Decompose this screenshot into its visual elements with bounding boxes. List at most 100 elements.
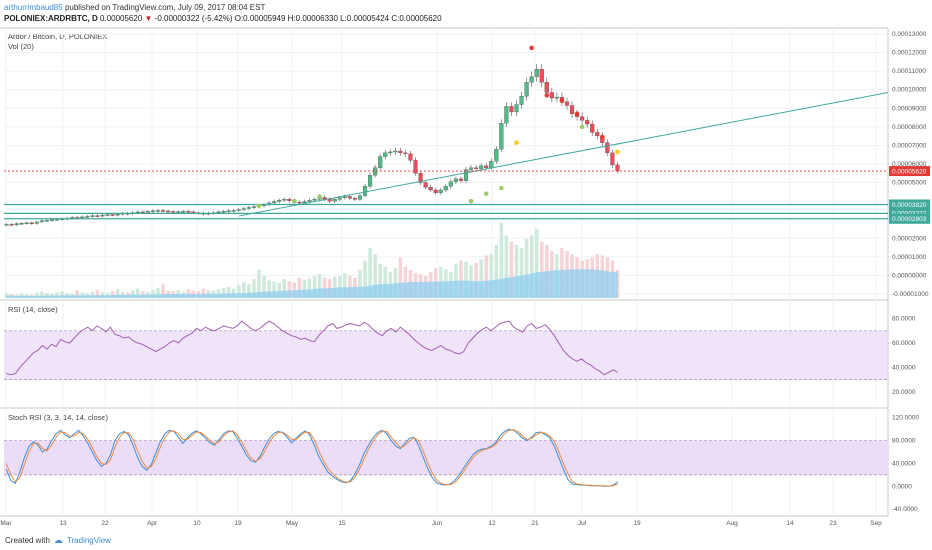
candle-body xyxy=(453,178,458,182)
price-tick-label: 0.00011000 xyxy=(892,68,926,75)
volume-bar xyxy=(494,244,499,298)
candle-body xyxy=(135,211,140,214)
candle-body xyxy=(49,219,55,221)
candle-body xyxy=(90,215,95,217)
volume-bar xyxy=(358,269,362,298)
price-tick-label: 0.00012000 xyxy=(892,50,927,57)
volume-bar xyxy=(504,235,509,298)
candle-body xyxy=(388,151,393,154)
price-tick-label: 0.00005000 xyxy=(892,180,927,187)
price-tick-label: 0.00008000 xyxy=(892,124,927,131)
volume-bar xyxy=(186,289,191,298)
candle-body xyxy=(544,82,549,93)
candle-body xyxy=(287,199,292,201)
candle-body xyxy=(342,196,347,198)
candle-body xyxy=(408,153,413,161)
candle-body xyxy=(171,211,176,213)
volume-bar xyxy=(393,268,398,298)
volume-bar xyxy=(343,273,347,298)
volume-bar xyxy=(237,285,241,298)
last-price: 0.00005620 xyxy=(100,14,143,23)
signal-dot xyxy=(559,98,565,104)
candle-body xyxy=(383,152,388,157)
signal-dot xyxy=(579,124,585,130)
time-tick-label: 19 xyxy=(234,520,242,527)
footer: Created with ☁ TradingView xyxy=(5,535,111,546)
candle-body xyxy=(145,211,150,213)
candle-body xyxy=(337,197,342,200)
candle-body xyxy=(39,220,44,223)
volume-bar xyxy=(267,280,271,298)
volume-bar xyxy=(332,276,337,298)
candle-body xyxy=(4,224,9,226)
candle-body xyxy=(423,182,428,188)
candle-body xyxy=(110,214,115,216)
volume-bar xyxy=(398,257,403,298)
ohlc-values: O:0.00005949 H:0.00006330 L:0.00005424 C… xyxy=(234,14,442,23)
time-tick-label: Jul xyxy=(578,520,587,527)
candle-body xyxy=(428,187,433,191)
rsi-tick-label: 80.0000 xyxy=(892,316,916,323)
time-tick-label: 23 xyxy=(829,520,837,527)
time-tick-label: Sep xyxy=(870,520,882,527)
rsi-tick-label: 60.0000 xyxy=(892,340,916,347)
volume-bar xyxy=(277,283,281,298)
candle-body xyxy=(166,210,171,213)
created-with-text: Created with xyxy=(5,536,50,545)
signal-dot xyxy=(468,198,474,204)
candle-body xyxy=(605,142,610,154)
candle-body xyxy=(438,189,443,193)
volume-bar xyxy=(115,289,120,298)
volume-bar xyxy=(464,261,468,298)
rsi-tick-label: 40.0000 xyxy=(892,364,916,371)
price-tick-label: 0.00000000 xyxy=(892,272,927,279)
candle-body xyxy=(590,123,595,133)
signal-dot xyxy=(292,198,297,204)
stoch-rsi-label: Stoch RSI (3, 3, 14, 14, close) xyxy=(8,413,109,422)
candle-body xyxy=(282,199,287,201)
volume-bar xyxy=(130,290,135,298)
volume-bar xyxy=(302,279,307,298)
candle-body xyxy=(362,186,368,196)
volume-bar xyxy=(489,254,494,298)
volume-bar xyxy=(60,291,64,298)
candle-body xyxy=(312,199,317,201)
candle-body xyxy=(307,200,312,202)
time-tick-label: Aug xyxy=(726,520,738,527)
candle-body xyxy=(393,150,398,153)
volume-bar xyxy=(307,278,312,298)
candle-body xyxy=(100,214,105,217)
volume-bar xyxy=(262,276,266,298)
volume-bar xyxy=(201,288,206,298)
volume-bar xyxy=(459,260,463,298)
candle-body xyxy=(327,199,332,202)
stoch-tick-label: 0.0000 xyxy=(892,483,912,490)
candle-body xyxy=(484,165,489,168)
volume-bar xyxy=(519,248,524,298)
candle-body xyxy=(463,169,469,181)
volume-bar xyxy=(151,289,155,298)
volume-bar xyxy=(156,288,160,298)
time-tick-label: 10 xyxy=(193,520,201,527)
author-link[interactable]: arthurrimbaud85 xyxy=(4,3,63,12)
candle-body xyxy=(448,181,453,187)
volume-bar xyxy=(524,238,529,298)
candle-body xyxy=(494,148,499,162)
publish-line: arthurrimbaud85 published on TradingView… xyxy=(4,3,265,12)
candle-body xyxy=(367,174,373,187)
volume-bar xyxy=(221,288,226,298)
candle-body xyxy=(595,132,600,136)
volume-bar xyxy=(479,259,483,298)
publish-text: published on TradingView.com, July 09, 2… xyxy=(64,3,266,12)
stoch-d-line xyxy=(5,429,618,487)
candle-body xyxy=(347,196,352,199)
volume-bar xyxy=(509,241,514,298)
candle-body xyxy=(585,120,590,125)
volume-bar xyxy=(534,229,539,298)
candle-body xyxy=(509,106,514,113)
price-tick-label: 0.00010000 xyxy=(892,87,927,94)
volume-bar xyxy=(292,282,297,298)
time-tick-label: 22 xyxy=(101,520,109,527)
tradingview-brand[interactable]: TradingView xyxy=(66,536,111,545)
